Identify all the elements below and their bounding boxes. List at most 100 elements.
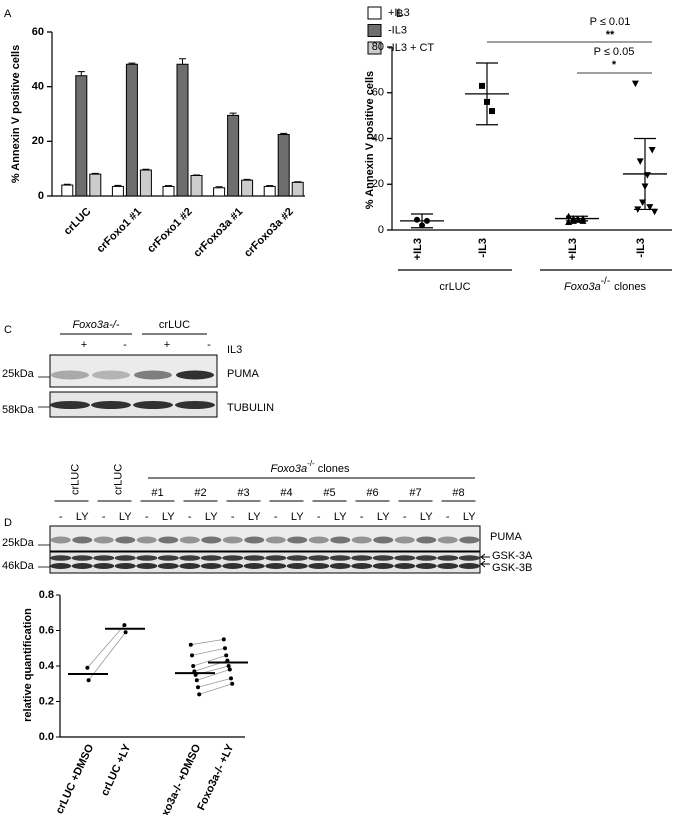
protein-label: TUBULIN bbox=[227, 402, 274, 414]
pair-line bbox=[199, 683, 233, 695]
annotation: P ≤ 0.05 bbox=[594, 46, 635, 58]
sd-bar bbox=[476, 62, 498, 126]
point bbox=[224, 653, 229, 658]
lane-label: + bbox=[81, 339, 87, 351]
group-label-suffix: clones bbox=[614, 281, 646, 293]
error-bar bbox=[142, 168, 150, 171]
band bbox=[286, 555, 308, 561]
band bbox=[50, 563, 72, 569]
band bbox=[415, 555, 437, 561]
pair-line bbox=[196, 669, 230, 681]
mw-marker: 46kDa bbox=[2, 560, 35, 572]
band bbox=[93, 563, 115, 569]
error-bar bbox=[179, 58, 186, 65]
x-tick-label: crFoxo3a #2 bbox=[242, 206, 296, 260]
bar bbox=[277, 134, 290, 197]
band bbox=[136, 563, 158, 569]
band bbox=[437, 536, 458, 544]
band bbox=[200, 555, 222, 561]
band bbox=[114, 563, 136, 569]
point bbox=[221, 637, 226, 642]
group-label: Foxo3a-/- clones bbox=[564, 276, 646, 293]
point bbox=[631, 80, 639, 88]
band bbox=[134, 370, 172, 380]
band bbox=[415, 563, 437, 569]
error-bar bbox=[165, 185, 172, 187]
band bbox=[175, 401, 215, 409]
lane-label: - bbox=[123, 339, 127, 351]
bar bbox=[291, 181, 304, 197]
lane-label: LY bbox=[291, 511, 304, 523]
y-tick-label: 80 bbox=[372, 41, 384, 53]
point bbox=[639, 199, 647, 207]
legend-swatch bbox=[367, 6, 382, 20]
band bbox=[114, 555, 136, 561]
band bbox=[72, 536, 93, 544]
band bbox=[201, 536, 222, 544]
sd-bar bbox=[566, 215, 588, 222]
band bbox=[458, 555, 480, 561]
band bbox=[243, 555, 265, 561]
clone-label: #7 bbox=[409, 487, 421, 499]
annotation: P ≤ 0.01 bbox=[590, 16, 631, 28]
y-tick-label: 0.2 bbox=[39, 695, 54, 707]
y-tick-label: 60 bbox=[32, 26, 44, 38]
band bbox=[372, 555, 394, 561]
band bbox=[351, 536, 372, 544]
lane-label: LY bbox=[463, 511, 476, 523]
band bbox=[330, 536, 351, 544]
clone-label: #1 bbox=[151, 487, 163, 499]
blot-panel bbox=[49, 551, 481, 574]
band bbox=[115, 536, 136, 544]
error-bar bbox=[215, 186, 223, 188]
pair-line bbox=[190, 638, 224, 646]
bar bbox=[190, 175, 203, 197]
protein-label: PUMA bbox=[227, 368, 259, 380]
y-tick-label: 0.0 bbox=[39, 731, 54, 743]
point bbox=[85, 665, 90, 670]
point bbox=[123, 630, 128, 635]
legend-swatch bbox=[367, 24, 382, 37]
lane-label: - bbox=[207, 339, 211, 351]
lane-label: - bbox=[317, 511, 321, 523]
point bbox=[223, 646, 227, 651]
band bbox=[222, 536, 243, 544]
error-bar bbox=[266, 185, 274, 187]
point bbox=[229, 676, 233, 681]
lane-label: - bbox=[403, 511, 407, 523]
lane-label: + bbox=[164, 339, 170, 351]
band bbox=[286, 563, 308, 569]
band bbox=[329, 555, 351, 561]
bar bbox=[61, 184, 74, 197]
point bbox=[230, 681, 235, 686]
pair-line bbox=[87, 624, 125, 669]
x-tick-label: crLUC bbox=[62, 206, 94, 238]
clones-sup: -/- bbox=[307, 459, 315, 468]
clone-label: #6 bbox=[366, 487, 378, 499]
y-tick-label: 0.4 bbox=[39, 660, 55, 672]
point bbox=[479, 82, 485, 89]
panel-letter: B bbox=[396, 8, 403, 20]
band bbox=[308, 555, 330, 561]
x-tick-label: crFoxo1 #1 bbox=[95, 206, 145, 256]
sd-bar bbox=[634, 137, 656, 211]
bar bbox=[125, 63, 138, 197]
blot-group: crLUC bbox=[112, 464, 124, 495]
error-bar bbox=[243, 178, 251, 181]
point bbox=[191, 664, 196, 668]
x-tick-label: crFoxo1 #2 bbox=[145, 206, 195, 256]
clone-label: #2 bbox=[194, 487, 206, 499]
sd-bar bbox=[411, 213, 433, 229]
pair-line bbox=[193, 654, 227, 667]
band bbox=[91, 401, 131, 409]
band bbox=[373, 536, 394, 544]
band bbox=[176, 370, 214, 380]
point bbox=[646, 204, 654, 211]
pair-line bbox=[191, 647, 226, 656]
clone-label: #3 bbox=[237, 487, 249, 499]
band bbox=[287, 536, 308, 544]
pair-line bbox=[197, 678, 232, 688]
protein-label: PUMA bbox=[490, 531, 522, 543]
error-bar bbox=[128, 62, 136, 65]
arrow bbox=[480, 553, 490, 568]
